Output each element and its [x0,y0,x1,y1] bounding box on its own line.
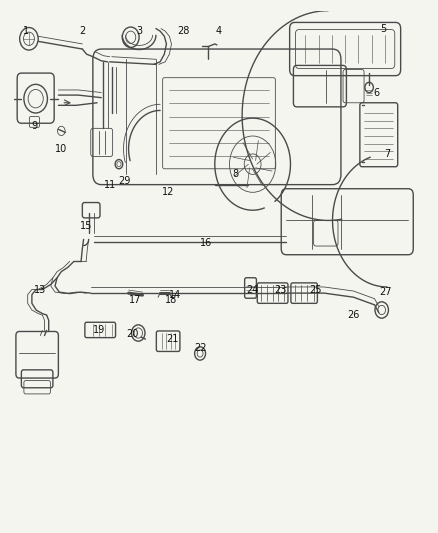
Text: 3: 3 [136,26,142,36]
Text: 19: 19 [93,326,105,335]
Text: 8: 8 [233,169,239,180]
Text: 24: 24 [247,285,259,295]
Text: 5: 5 [380,23,386,34]
Text: 14: 14 [169,289,181,300]
Text: 26: 26 [347,310,360,320]
Text: 16: 16 [200,238,212,248]
Text: 2: 2 [79,26,85,36]
Text: 20: 20 [127,329,139,339]
Text: 10: 10 [55,144,67,154]
Text: 17: 17 [129,295,141,305]
Text: 4: 4 [216,26,222,36]
Text: 22: 22 [194,343,206,353]
Text: 25: 25 [310,285,322,295]
Text: 27: 27 [379,287,391,297]
Text: 28: 28 [177,26,190,36]
Text: 11: 11 [103,180,116,190]
Text: 23: 23 [274,285,286,295]
Text: 9: 9 [31,121,37,131]
Text: 29: 29 [118,175,131,185]
Text: 15: 15 [80,221,93,231]
Text: 6: 6 [374,87,380,98]
Text: 13: 13 [34,285,46,295]
Text: 12: 12 [162,187,175,197]
Text: 18: 18 [165,295,177,305]
Text: 7: 7 [384,149,390,159]
Text: 21: 21 [166,334,179,344]
Text: 1: 1 [22,26,28,36]
